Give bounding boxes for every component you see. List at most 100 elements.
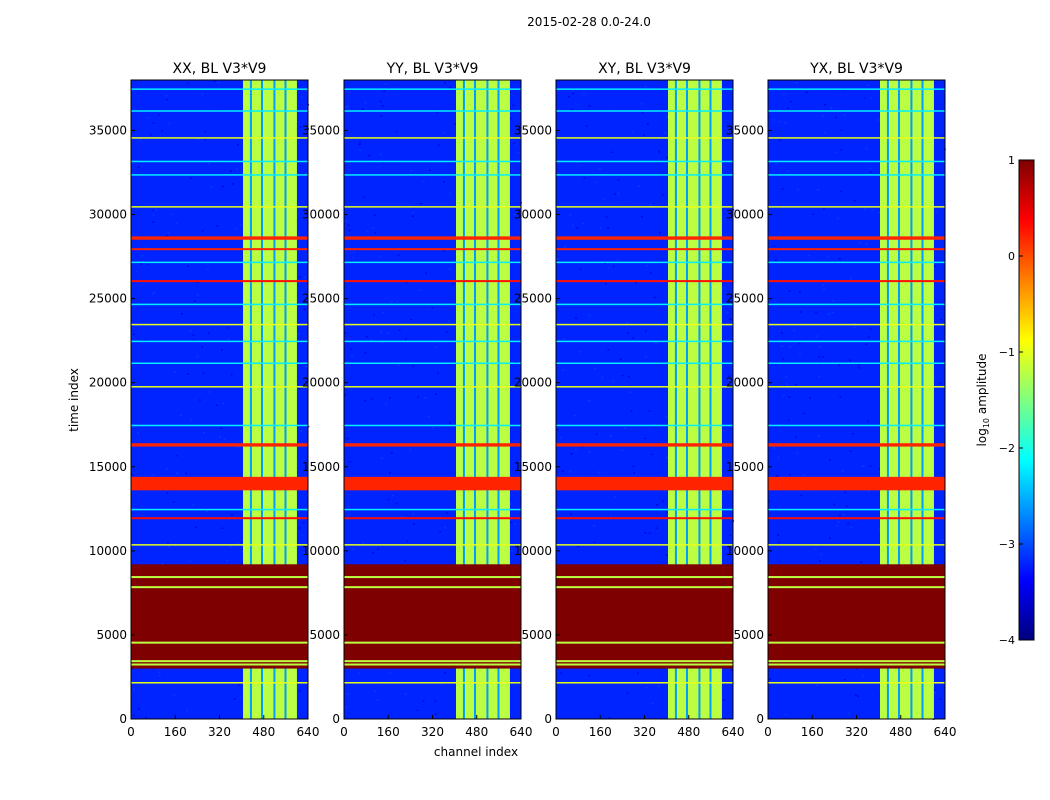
noise-cell <box>511 550 514 553</box>
saturated-line <box>131 660 308 663</box>
noise-cell <box>412 513 415 515</box>
noise-cell <box>795 82 798 84</box>
noise-cell <box>366 230 369 233</box>
noise-cell <box>397 254 400 257</box>
flag-line <box>556 362 733 365</box>
noise-cell <box>346 693 349 695</box>
noise-cell <box>241 549 244 552</box>
noise-cell <box>404 693 407 696</box>
noise-cell <box>222 185 225 188</box>
noise-cell <box>796 452 799 455</box>
noise-cell <box>877 212 880 214</box>
x-tick-label: 0 <box>127 725 135 739</box>
band-stripe <box>284 80 287 719</box>
noise-cell <box>835 524 838 527</box>
noise-cell <box>168 546 171 548</box>
noise-cell <box>833 503 836 506</box>
noise-cell <box>666 456 669 459</box>
noise-cell <box>146 263 149 266</box>
x-tick-label: 0 <box>340 725 348 739</box>
noise-cell <box>644 532 647 534</box>
noise-cell <box>510 521 513 524</box>
noise-cell <box>302 521 305 524</box>
y-tick-label: 35000 <box>89 123 127 137</box>
flag-line <box>768 323 945 326</box>
noise-cell <box>427 415 430 418</box>
noise-cell <box>405 338 408 340</box>
noise-cell <box>657 151 660 153</box>
noise-cell <box>185 472 188 475</box>
noise-cell <box>650 453 653 456</box>
noise-cell <box>630 410 633 412</box>
flag-line <box>556 110 733 112</box>
noise-cell <box>379 100 382 103</box>
noise-cell <box>416 396 419 398</box>
y-tick-label: 30000 <box>89 208 127 222</box>
noise-cell <box>186 709 189 712</box>
noise-cell <box>358 672 361 674</box>
noise-cell <box>849 359 852 361</box>
flag-row <box>131 280 308 283</box>
flag-line <box>768 303 945 306</box>
noise-cell <box>189 330 192 332</box>
noise-cell <box>570 453 573 455</box>
noise-cell <box>651 702 654 705</box>
flag-row <box>556 476 733 491</box>
noise-cell <box>588 314 591 316</box>
noise-cell <box>842 513 845 516</box>
noise-cell <box>152 209 155 212</box>
noise-cell <box>855 668 858 670</box>
noise-cell <box>593 525 596 527</box>
x-tick-label: 160 <box>589 725 612 739</box>
noise-cell <box>442 132 445 134</box>
noise-cell <box>196 281 199 283</box>
noise-cell <box>144 247 147 249</box>
flag-line <box>768 261 945 264</box>
noise-cell <box>838 364 841 366</box>
noise-cell <box>151 293 154 295</box>
noise-cell <box>231 514 234 516</box>
noise-cell <box>800 311 803 313</box>
y-tick-label: 5000 <box>733 628 764 642</box>
flag-line <box>556 386 733 388</box>
saturated-line <box>131 576 308 579</box>
flag-line <box>344 362 521 365</box>
flag-row <box>344 248 521 251</box>
flag-line <box>344 206 521 208</box>
y-axis-label: time index <box>67 368 81 432</box>
noise-cell <box>823 131 826 134</box>
noise-cell <box>941 135 944 137</box>
noise-cell <box>449 268 452 270</box>
noise-cell <box>174 544 177 547</box>
noise-cell <box>655 527 658 529</box>
noise-cell <box>344 332 347 334</box>
y-tick-label: 0 <box>544 712 552 726</box>
noise-cell <box>598 471 601 473</box>
y-tick-label: 0 <box>332 712 340 726</box>
noise-cell <box>238 684 241 686</box>
noise-cell <box>612 265 615 268</box>
noise-cell <box>582 222 585 225</box>
noise-cell <box>221 527 224 530</box>
noise-cell <box>809 397 812 399</box>
noise-cell <box>847 712 850 714</box>
saturated-line <box>556 586 733 589</box>
noise-cell <box>935 211 938 213</box>
band-stripe <box>685 80 688 719</box>
noise-cell <box>778 541 781 543</box>
noise-cell <box>411 215 414 218</box>
noise-cell <box>857 363 860 366</box>
noise-cell <box>645 687 648 689</box>
noise-cell <box>616 259 619 262</box>
noise-cell <box>189 560 192 563</box>
noise-cell <box>187 265 190 267</box>
noise-cell <box>390 300 393 303</box>
noise-cell <box>422 700 425 702</box>
flag-line <box>344 340 521 343</box>
noise-cell <box>822 207 825 210</box>
noise-cell <box>196 356 199 358</box>
noise-cell <box>237 446 240 449</box>
flag-line <box>556 682 733 684</box>
noise-cell <box>152 122 155 124</box>
noise-cell <box>232 183 235 185</box>
